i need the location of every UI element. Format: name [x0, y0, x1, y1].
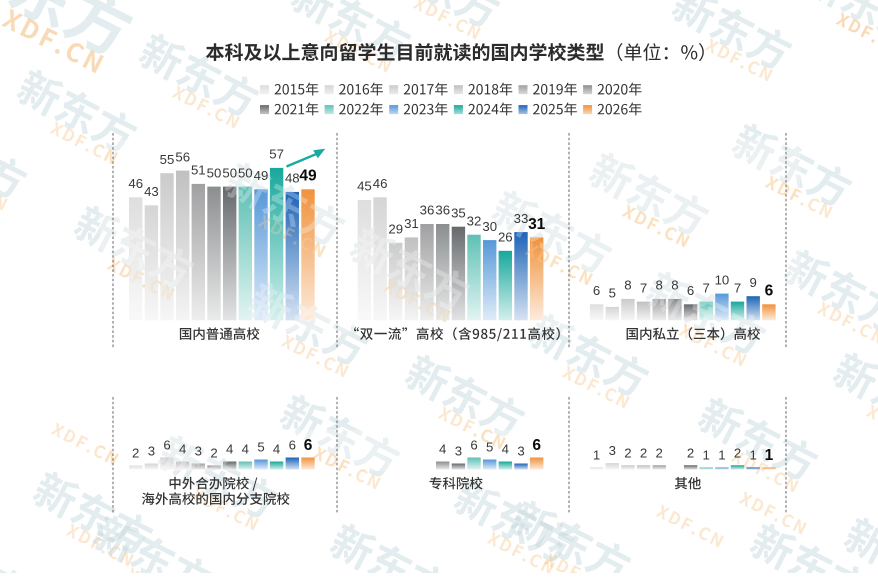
- svg-text:2: 2: [734, 445, 741, 460]
- svg-text:9: 9: [750, 275, 757, 290]
- svg-text:51: 51: [191, 163, 206, 178]
- svg-text:49: 49: [254, 168, 269, 183]
- svg-text:50: 50: [207, 165, 222, 180]
- svg-text:6: 6: [304, 437, 313, 454]
- svg-text:57: 57: [269, 147, 284, 162]
- svg-text:1: 1: [718, 448, 725, 463]
- svg-text:46: 46: [373, 176, 388, 191]
- svg-text:5: 5: [486, 440, 493, 455]
- svg-text:5: 5: [609, 286, 616, 301]
- svg-text:4: 4: [502, 442, 509, 457]
- svg-text:26: 26: [498, 230, 513, 245]
- svg-text:3: 3: [455, 444, 462, 459]
- svg-text:46: 46: [128, 176, 143, 191]
- svg-text:33: 33: [514, 211, 529, 226]
- svg-text:2: 2: [210, 446, 217, 461]
- svg-text:30: 30: [482, 219, 497, 234]
- svg-text:1: 1: [765, 447, 774, 464]
- svg-text:1: 1: [593, 448, 600, 463]
- svg-text:7: 7: [640, 280, 647, 295]
- svg-text:55: 55: [160, 152, 175, 167]
- svg-text:50: 50: [238, 165, 253, 180]
- svg-text:4: 4: [273, 442, 280, 457]
- svg-text:8: 8: [656, 278, 663, 293]
- svg-text:4: 4: [439, 442, 446, 457]
- svg-text:4: 4: [179, 442, 186, 457]
- svg-text:6: 6: [593, 283, 600, 298]
- svg-text:7: 7: [703, 280, 710, 295]
- svg-text:3: 3: [609, 443, 616, 458]
- svg-text:4: 4: [242, 442, 249, 457]
- svg-text:3: 3: [195, 444, 202, 459]
- svg-text:6: 6: [470, 438, 477, 453]
- svg-text:2: 2: [132, 446, 139, 461]
- svg-text:6: 6: [163, 438, 170, 453]
- svg-text:43: 43: [144, 184, 159, 199]
- svg-text:8: 8: [671, 278, 678, 293]
- svg-text:2: 2: [640, 445, 647, 460]
- svg-text:6: 6: [532, 437, 541, 454]
- svg-text:35: 35: [451, 205, 466, 220]
- svg-text:8: 8: [624, 278, 631, 293]
- svg-text:3: 3: [517, 444, 524, 459]
- svg-text:31: 31: [528, 216, 546, 233]
- svg-text:7: 7: [734, 280, 741, 295]
- svg-text:3: 3: [148, 444, 155, 459]
- svg-text:6: 6: [687, 283, 694, 298]
- svg-text:32: 32: [467, 213, 482, 228]
- svg-text:36: 36: [435, 203, 450, 218]
- svg-text:4: 4: [226, 442, 233, 457]
- svg-text:31: 31: [404, 216, 419, 231]
- svg-text:5: 5: [257, 440, 264, 455]
- svg-text:29: 29: [388, 222, 403, 237]
- svg-text:48: 48: [285, 171, 300, 186]
- svg-text:56: 56: [175, 149, 190, 164]
- svg-text:1: 1: [703, 448, 710, 463]
- svg-text:2: 2: [687, 445, 694, 460]
- svg-text:45: 45: [357, 179, 372, 194]
- svg-text:1: 1: [750, 448, 757, 463]
- svg-text:2: 2: [624, 445, 631, 460]
- svg-text:2: 2: [656, 445, 663, 460]
- svg-text:50: 50: [222, 165, 237, 180]
- svg-text:6: 6: [289, 438, 296, 453]
- svg-text:6: 6: [765, 283, 774, 300]
- svg-text:36: 36: [420, 203, 435, 218]
- svg-text:10: 10: [715, 272, 730, 287]
- svg-text:49: 49: [299, 168, 317, 185]
